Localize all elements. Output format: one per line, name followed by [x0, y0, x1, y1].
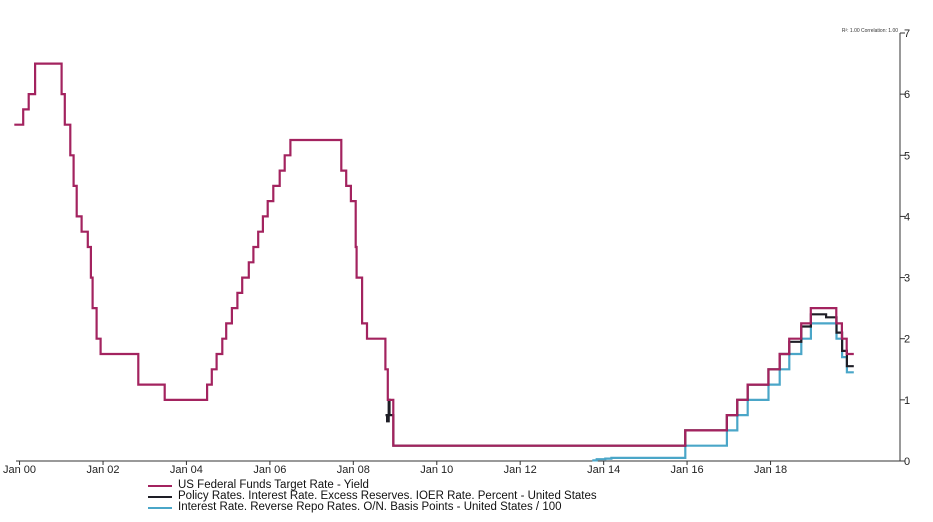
y-axis: 0 1 2 3 4 5 6 7 [899, 28, 910, 468]
x-tick-label: Jan 00 [3, 464, 36, 476]
series-lines [14, 62, 854, 462]
y-tick-label: 5 [904, 150, 910, 162]
x-tick-label: Jan 02 [87, 464, 120, 476]
y-tick-label: 4 [904, 211, 910, 223]
legend-label-fed-funds: US Federal Funds Target Rate - Yield [178, 479, 369, 491]
x-tick-label: Jan 12 [504, 464, 537, 476]
y-tick-label: 3 [904, 273, 910, 285]
legend-swatch-ioer [148, 495, 172, 498]
legend-item: US Federal Funds Target Rate - Yield [148, 479, 597, 491]
x-tick-label: Jan 10 [420, 464, 453, 476]
legend-label-ioer: Policy Rates. Interest Rate. Excess Rese… [178, 490, 597, 502]
x-tick-label: Jan 16 [671, 464, 704, 476]
y-tick-label: 6 [904, 89, 910, 101]
series-line-ioer [385, 313, 854, 447]
corner-note: R²: 1.00 Correlation: 1.00 [842, 28, 898, 34]
legend-swatch-fed-funds [148, 484, 172, 487]
x-tick-label: Jan 18 [754, 464, 787, 476]
legend: US Federal Funds Target Rate - Yield Pol… [148, 479, 597, 513]
x-tick-label: Jan 04 [170, 464, 203, 476]
x-tick-label: Jan 06 [253, 464, 286, 476]
legend-swatch-reverse-repo [148, 506, 172, 509]
x-tick-label: Jan 14 [587, 464, 620, 476]
series-line-fed-funds [14, 62, 854, 447]
y-tick-label: 0 [904, 456, 910, 468]
x-axis: Jan 00 Jan 02 Jan 04 Jan 06 Jan 08 Jan 10 Jan … [3, 460, 900, 476]
legend-item: Policy Rates. Interest Rate. Excess Rese… [148, 490, 597, 502]
legend-item: Interest Rate. Reverse Repo Rates. O/N. … [148, 501, 597, 513]
y-tick-label: 7 [904, 28, 910, 40]
x-tick-label: Jan 08 [337, 464, 370, 476]
y-tick-label: 2 [904, 334, 910, 346]
y-tick-label: 1 [904, 395, 910, 407]
legend-label-reverse-repo: Interest Rate. Reverse Repo Rates. O/N. … [178, 501, 562, 513]
series-line-reverse-repo [592, 322, 854, 462]
